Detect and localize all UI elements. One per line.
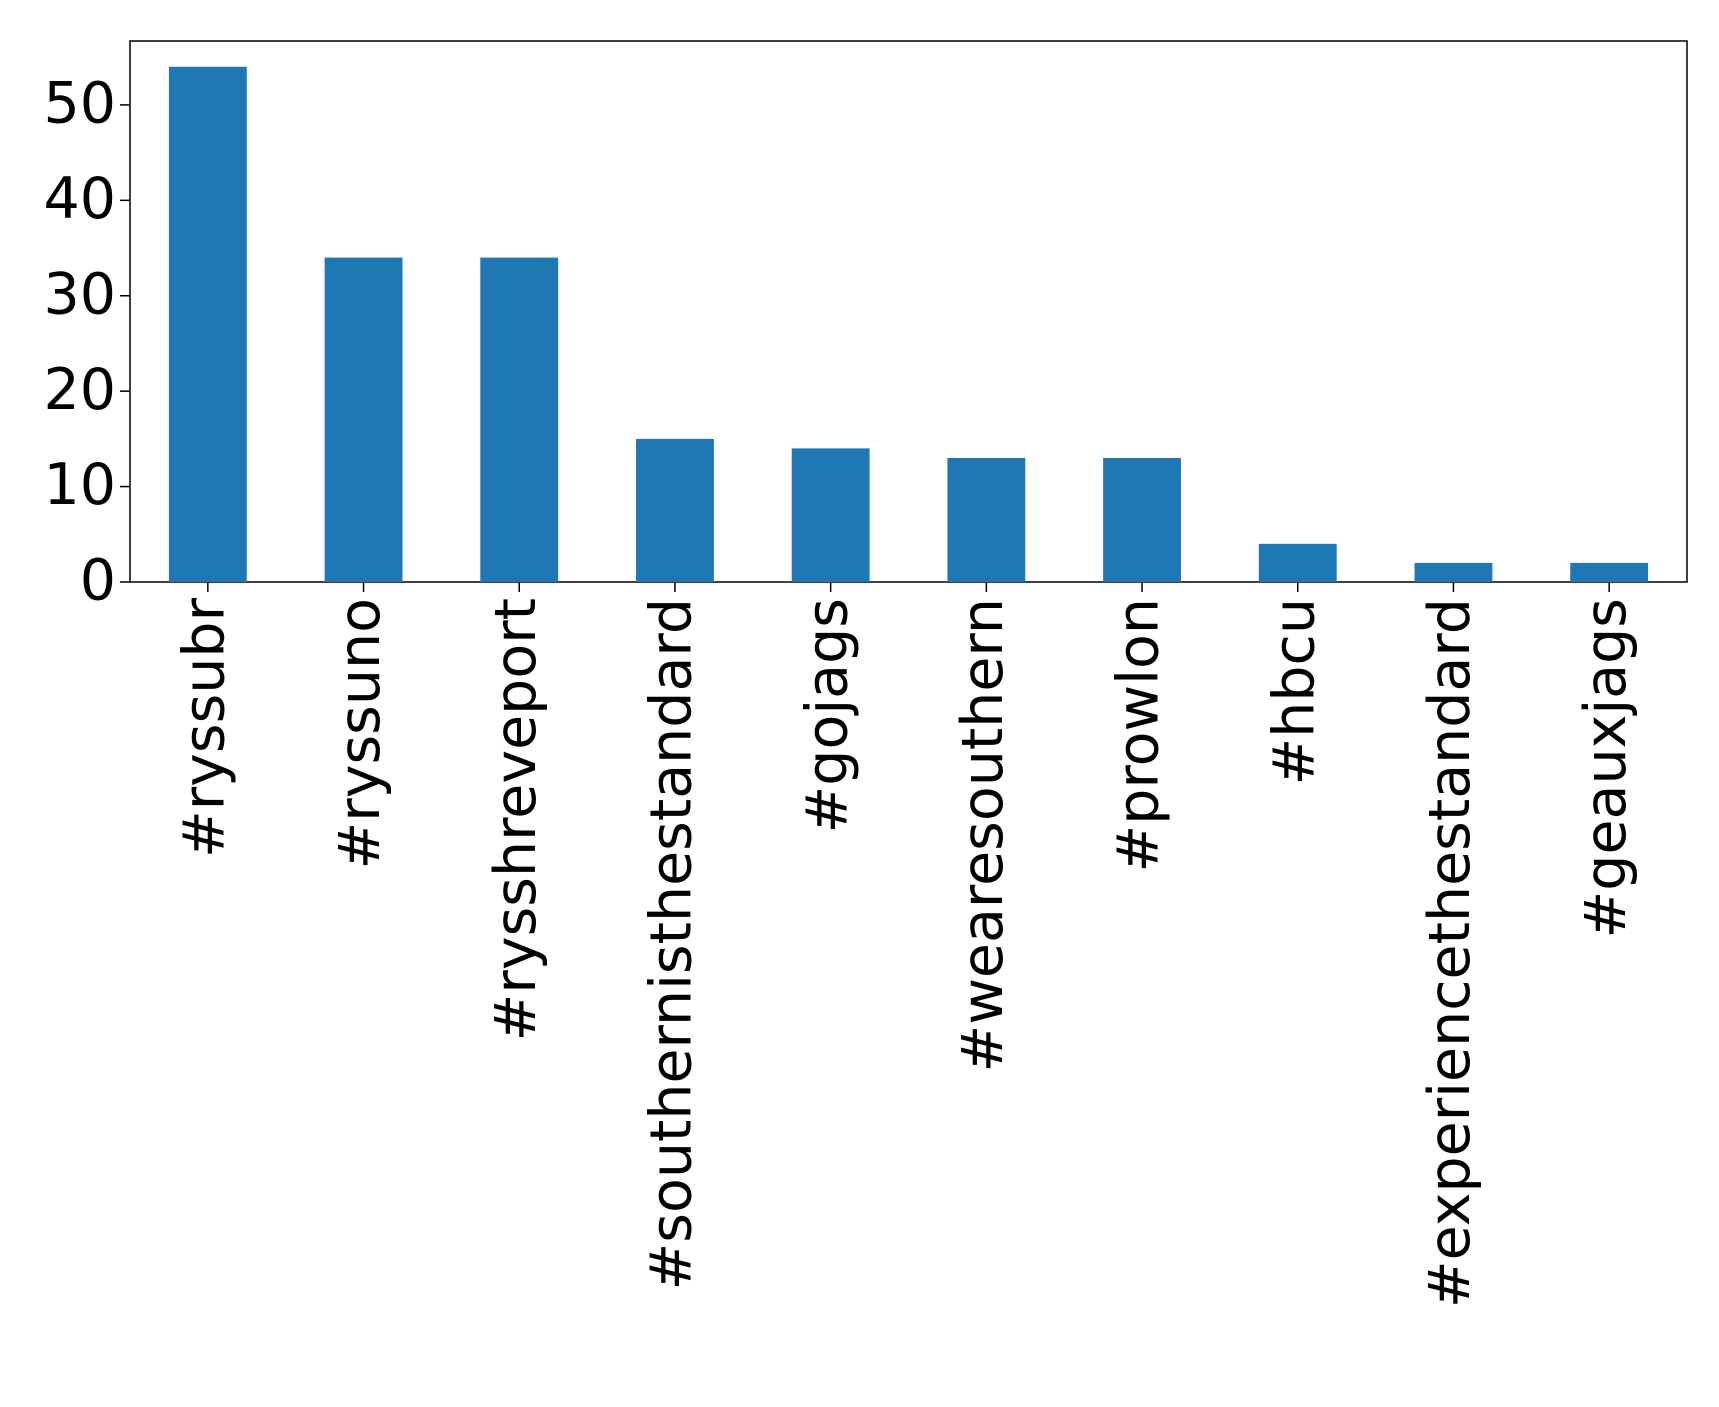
bar xyxy=(1103,457,1181,582)
bar xyxy=(480,257,559,582)
plot-frame xyxy=(129,40,1688,583)
bar xyxy=(947,457,1026,582)
bar xyxy=(168,66,247,582)
x-tick-label: #southernisthestandard xyxy=(639,598,705,1290)
x-tick-label: #experiencethestandard xyxy=(1417,598,1483,1308)
x-tick-label: #ryssubr xyxy=(171,597,237,858)
x-tick-label: #ryssuno xyxy=(327,598,393,869)
y-tick-label: 30 xyxy=(43,261,116,327)
x-tick-label: #wearesouthern xyxy=(950,598,1016,1072)
bar xyxy=(324,257,403,582)
y-tick-label: 40 xyxy=(43,166,116,232)
bar xyxy=(1258,543,1337,582)
x-tick-label: #rysshreveport xyxy=(483,598,549,1041)
y-tick-label: 50 xyxy=(43,71,116,137)
x-tick-label: #prowlon xyxy=(1106,598,1172,872)
bar xyxy=(1570,562,1649,582)
x-tick-label: #geauxjags xyxy=(1573,598,1639,938)
y-tick-label: 0 xyxy=(80,548,116,614)
x-tick-label: #hbcu xyxy=(1261,598,1327,786)
y-tick-label: 10 xyxy=(43,452,116,518)
bar xyxy=(1414,562,1493,582)
bar xyxy=(791,448,870,582)
bar xyxy=(636,438,714,582)
x-tick-label: #gojags xyxy=(794,598,860,833)
y-tick-label: 20 xyxy=(43,357,116,423)
